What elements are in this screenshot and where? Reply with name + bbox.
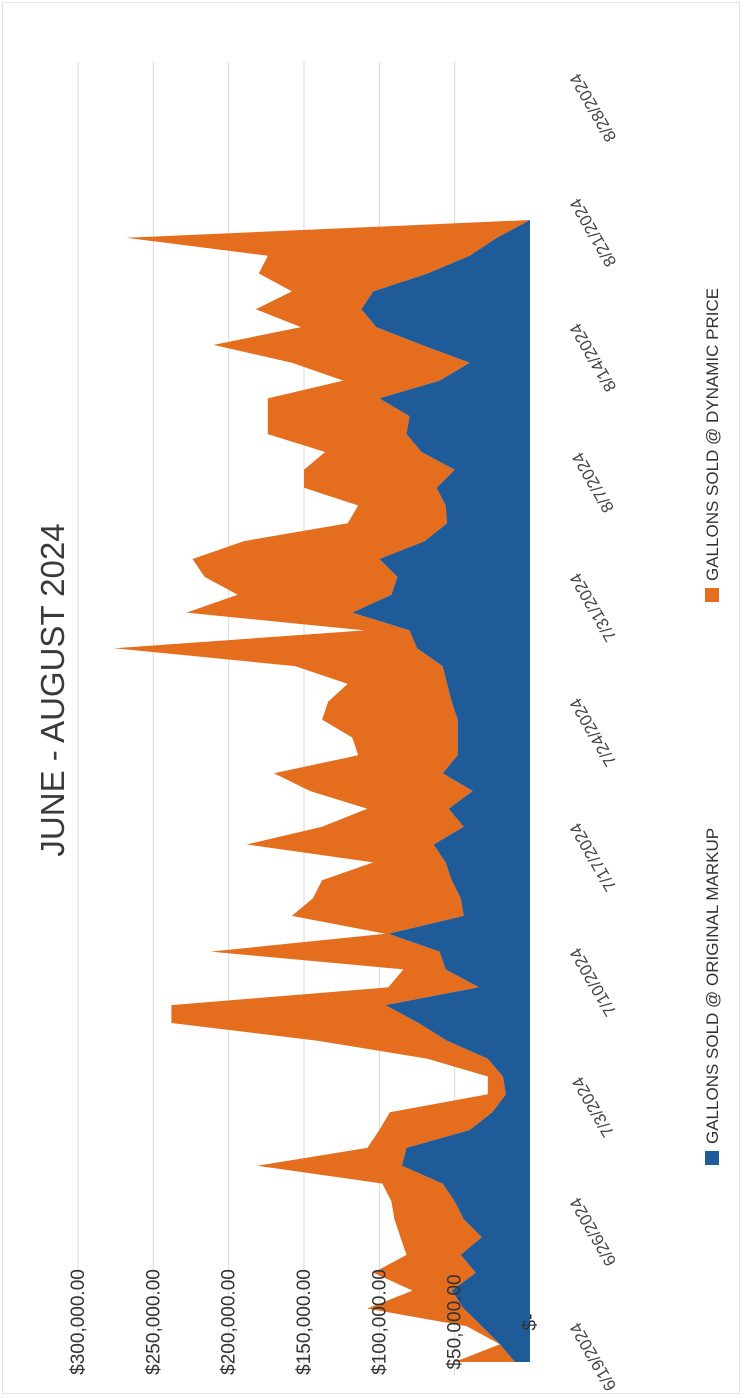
- x-tick-label: 7/31/2024: [566, 570, 620, 645]
- x-tick-label: 8/28/2024: [566, 70, 620, 145]
- y-tick-label: $100,000.00: [369, 1269, 390, 1375]
- chart-title-group: JUNE - AUGUST 2024: [34, 523, 71, 856]
- area-series-dynamic-price: [114, 220, 530, 1362]
- y-tick-label: $250,000.00: [143, 1269, 164, 1375]
- legend-swatch: [705, 588, 719, 602]
- y-tick-label: $200,000.00: [219, 1269, 240, 1375]
- x-tick-label: 8/7/2024: [568, 449, 618, 516]
- y-tick-label: $150,000.00: [294, 1269, 315, 1375]
- x-tick-label: 7/3/2024: [568, 1074, 618, 1141]
- y-tick-label: $300,000.00: [68, 1269, 89, 1375]
- x-tick-label: 6/19/2024: [566, 1319, 620, 1394]
- legend-label: GALLONS SOLD @ ORIGINAL MARKUP: [703, 828, 722, 1144]
- y-axis-ticks: $- $50,000.00 $100,000.00 $150,000.00 $200,0…: [68, 1269, 541, 1375]
- x-tick-label: 8/14/2024: [566, 320, 620, 395]
- chart-title: JUNE - AUGUST 2024: [34, 523, 71, 856]
- y-tick-label: $50,000.00: [445, 1274, 466, 1369]
- x-tick-label: 7/10/2024: [566, 945, 620, 1020]
- plot-areas: [114, 220, 530, 1362]
- legend-swatch: [705, 1151, 719, 1165]
- y-tick-label: $-: [520, 1314, 541, 1331]
- x-tick-label: 7/24/2024: [566, 695, 620, 770]
- x-tick-label: 6/26/2024: [566, 1194, 620, 1269]
- legend-label: GALLONS SOLD @ DYNAMIC PRICE: [703, 288, 722, 581]
- x-axis-ticks: 6/19/2024 6/26/2024 7/3/2024 7/10/2024 7/17/…: [566, 70, 620, 1394]
- x-tick-label: 7/17/2024: [566, 820, 620, 895]
- legend: GALLONS SOLD @ ORIGINAL MARKUP GALLONS SO…: [703, 288, 722, 1165]
- x-tick-label: 8/21/2024: [566, 195, 620, 270]
- area-series-original-markup: [352, 220, 530, 1362]
